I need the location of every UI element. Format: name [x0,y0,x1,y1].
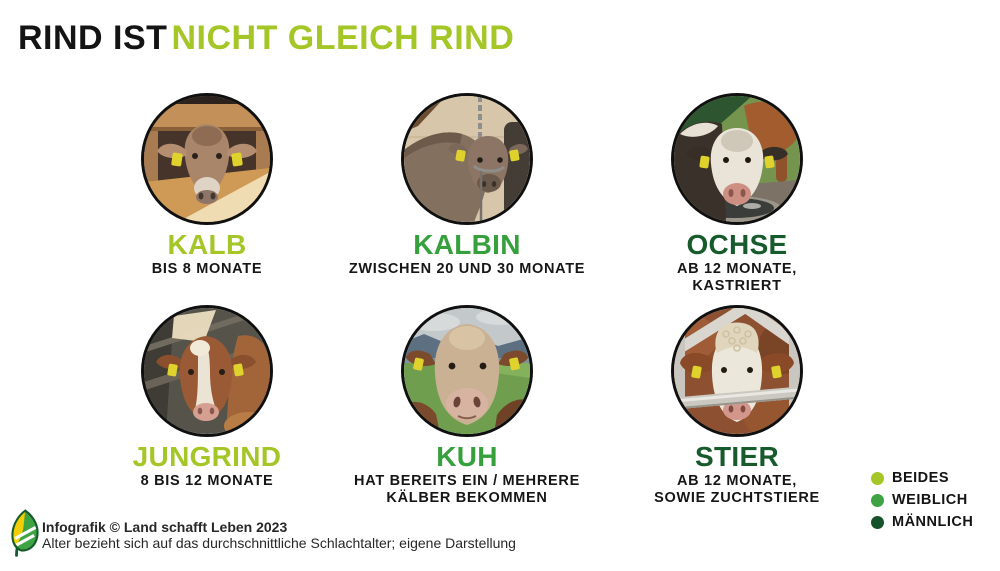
category-name-kalb: KALB [167,229,247,260]
category-card-kalb: KALB BIS 8 MONATE [57,93,357,278]
kalbin-photo-illustration [404,96,530,222]
category-card-stier: STIER AB 12 MONATE, SOWIE ZUCHTSTIERE [587,305,887,506]
legend-label-beides: BEIDES [892,470,949,486]
category-name-jungrind: JUNGRIND [132,441,282,472]
jungrind-cow-photo [141,305,273,437]
ochse-photo-illustration [674,96,800,222]
category-desc-kuh: HAT BEREITS EIN / MEHRERE KÄLBER BEKOMME… [317,473,617,505]
category-desc-stier: AB 12 MONATE, SOWIE ZUCHTSTIERE [587,473,887,505]
gender-legend: BEIDES WEIBLICH MÄNNLICH [871,470,973,536]
category-card-kalbin: KALBIN ZWISCHEN 20 UND 30 MONATE [317,93,617,278]
kalb-photo-illustration [144,96,270,222]
legend-label-maennlich: MÄNNLICH [892,514,974,530]
kalbin-cow-photo [401,93,533,225]
jungrind-photo-illustration [144,308,270,434]
land-schafft-leben-leaf-logo-icon [8,509,41,557]
kuh-photo-illustration [404,308,530,434]
footer-copyright: Infografik © Land schafft Leben 2023 [42,519,288,535]
category-desc-ochse: AB 12 MONATE, KASTRIERT [587,261,887,293]
legend-item-beides: BEIDES [871,470,973,486]
category-desc-jungrind: 8 BIS 12 MONATE [57,473,357,489]
category-name-stier: STIER [695,441,779,472]
desc-line: ZWISCHEN 20 UND 30 MONATE [348,261,586,278]
legend-item-weiblich: WEIBLICH [871,492,973,508]
desc-line: AB 12 MONATE, [676,261,797,278]
legend-dot-beides-icon [871,471,884,485]
category-name-kuh: KUH [436,441,498,472]
footer-credits: Infografik © Land schafft Leben 2023 Alt… [42,519,516,551]
desc-line: KASTRIERT [692,277,782,294]
category-desc-kalbin: ZWISCHEN 20 UND 30 MONATE [317,261,617,277]
category-card-kuh: KUH HAT BEREITS EIN / MEHRERE KÄLBER BEK… [317,305,617,506]
desc-line: BIS 8 MONATE [151,261,263,278]
stier-cow-photo [671,305,803,437]
legend-dot-maennlich-icon [871,515,884,529]
title-highlight: NICHT GLEICH RIND [171,19,515,57]
legend-label-weiblich: WEIBLICH [892,492,968,508]
stier-photo-illustration [674,308,800,434]
category-name-ochse: OCHSE [686,229,788,260]
title-prefix: RIND IST [18,19,168,57]
kalb-cow-photo [141,93,273,225]
category-name-kalbin: KALBIN [413,229,521,260]
desc-line: SOWIE ZUCHTSTIERE [654,489,820,506]
legend-dot-weiblich-icon [871,493,884,507]
kuh-cow-photo [401,305,533,437]
desc-line: HAT BEREITS EIN / MEHRERE [354,473,580,490]
ochse-cow-photo [671,93,803,225]
legend-item-maennlich: MÄNNLICH [871,514,973,530]
desc-line: 8 BIS 12 MONATE [140,473,274,490]
category-card-jungrind: JUNGRIND 8 BIS 12 MONATE [57,305,357,490]
category-card-ochse: OCHSE AB 12 MONATE, KASTRIERT [587,93,887,294]
desc-line: KÄLBER BEKOMMEN [386,489,548,506]
category-desc-kalb: BIS 8 MONATE [57,261,357,277]
desc-line: AB 12 MONATE, [676,473,797,490]
page-title: RIND IST NICHT GLEICH RIND [18,21,514,55]
footer-note: Alter bezieht sich auf das durchschnittl… [42,534,516,551]
